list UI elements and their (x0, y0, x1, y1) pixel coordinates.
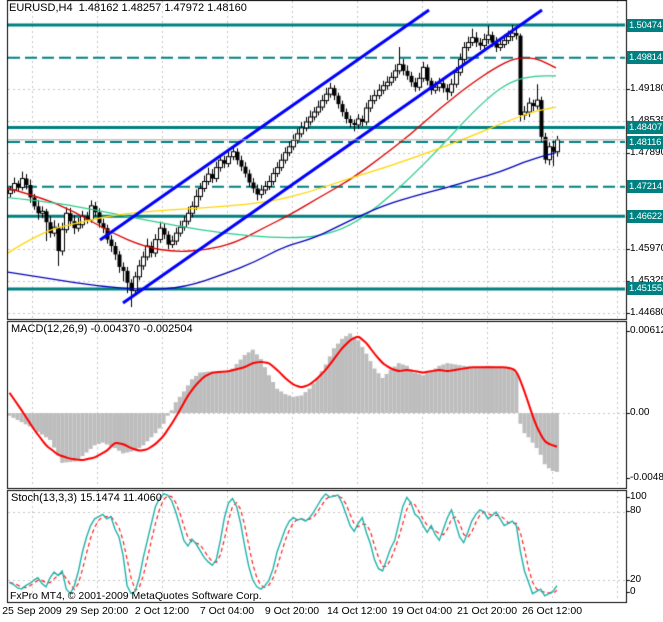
time-axis-label: 19 Oct 04:00 (391, 605, 453, 617)
macd-axis-label: -0.00486 (630, 472, 663, 483)
price-level-box: 1.45155 (627, 282, 663, 295)
price-axis-label: 1.48535 (630, 115, 663, 127)
copyright-text: FxPro MT4, © 2001-2009 MetaQuotes Softwa… (10, 590, 262, 602)
stoch-axis-label: 80 (630, 505, 642, 516)
time-axis-label: 9 Oct 20:00 (264, 605, 320, 617)
price-axis-label: 1.45970 (630, 243, 663, 254)
price-axis-label: 1.49180 (630, 83, 663, 94)
macd-axis-label: 0.00612 (630, 325, 663, 336)
time-axis-label: 25 Sep 2009 (2, 605, 62, 617)
time-axis-label: 2 Oct 12:00 (134, 605, 190, 617)
chart-symbol-title: EURUSD,H4 1.48162 1.48257 1.47972 1.4816… (9, 2, 247, 14)
price-axis-label: 1.45325 (630, 275, 663, 286)
price-level-box: 1.50474 (627, 19, 663, 32)
price-axis-label: 1.44680 (630, 307, 663, 318)
price-axis-label: 1.47890 (630, 147, 663, 158)
stoch-axis-label: 0 (630, 586, 636, 597)
price-level-box: 1.47214 (627, 180, 663, 193)
stoch-axis-label: 100 (630, 491, 647, 502)
time-axis-label: 26 Oct 12:00 (521, 605, 583, 617)
price-axis[interactable]: 1.49180 1.48535 1.47890 1.45970 1.45325 1.446… (627, 0, 663, 602)
stoch-axis-label: 20 (630, 574, 642, 585)
price-level-box: 1.48116 (627, 136, 663, 149)
price-level-box: 1.46622 (627, 210, 663, 223)
time-axis-label: 29 Sep 20:00 (65, 605, 129, 617)
price-level-box: 1.49814 (627, 51, 663, 64)
time-axis-label: 7 Oct 04:00 (199, 605, 255, 617)
stoch-indicator-title: Stoch(13,3,3) 15.1474 11.4060 (11, 492, 162, 504)
macd-indicator-title: MACD(12,26,9) -0.004370 -0.002504 (11, 323, 193, 335)
time-axis-label: 21 Oct 20:00 (456, 605, 518, 617)
time-axis[interactable]: 25 Sep 2009 29 Sep 20:00 2 Oct 12:00 7 Oct … (0, 602, 663, 622)
price-level-box: 1.48407 (627, 121, 663, 134)
macd-axis-label: 0.00 (630, 407, 650, 418)
time-axis-label: 14 Oct 12:00 (326, 605, 388, 617)
